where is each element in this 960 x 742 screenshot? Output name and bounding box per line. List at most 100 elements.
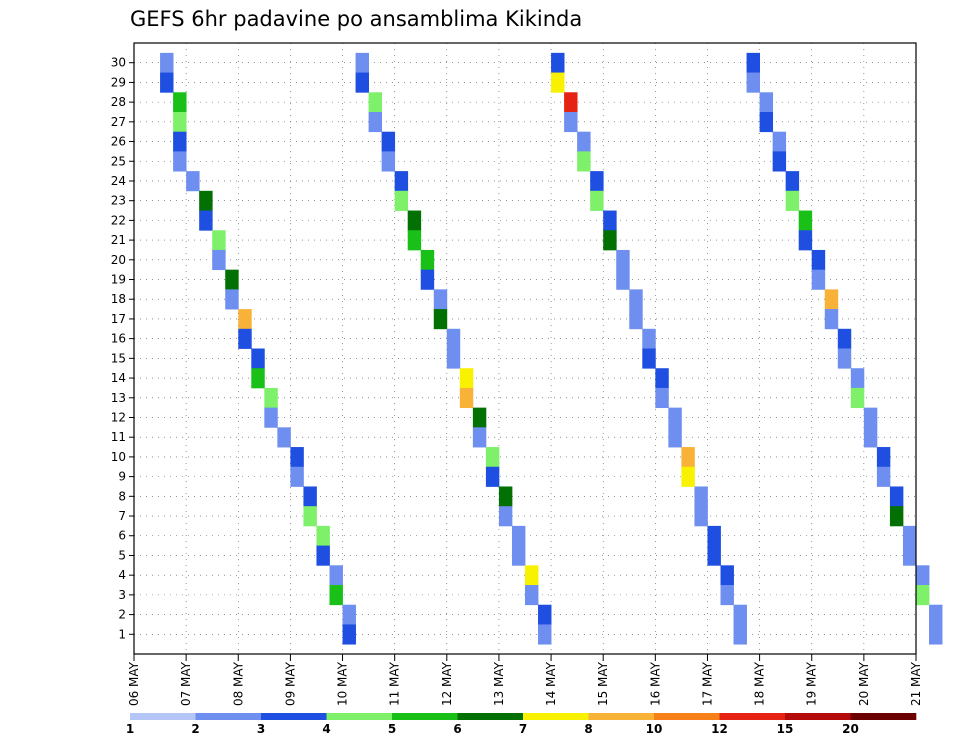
legend-swatch <box>130 713 196 720</box>
y-tick-label: 9 <box>118 470 126 484</box>
heatmap-cell <box>811 249 826 271</box>
legend-label: 2 <box>191 722 199 736</box>
heatmap-cell <box>212 249 226 271</box>
legend-swatch <box>326 713 393 720</box>
heatmap-cell <box>303 506 317 527</box>
heatmap-cell <box>785 171 800 192</box>
heatmap-cell <box>824 289 839 310</box>
y-tick-label: 30 <box>111 56 126 70</box>
heatmap-cell <box>694 486 708 507</box>
heatmap-cell <box>381 131 396 152</box>
heatmap-cell <box>902 525 917 546</box>
heatmap-cell <box>551 72 565 93</box>
heatmap-cell <box>160 52 174 73</box>
legend-swatch <box>392 713 458 720</box>
heatmap-cell <box>173 131 187 152</box>
heatmap-cell <box>225 289 239 310</box>
y-tick-label: 2 <box>118 608 126 622</box>
legend-label: 8 <box>584 722 592 736</box>
heatmap-cell <box>212 230 226 251</box>
heatmap-cell <box>433 289 448 310</box>
legend-label: 20 <box>842 722 859 736</box>
heatmap-cell <box>850 368 865 389</box>
y-tick-label: 27 <box>111 115 126 129</box>
heatmap-cell <box>759 111 774 133</box>
heatmap-cell <box>251 368 265 389</box>
heatmap-cell <box>746 72 760 93</box>
x-tick-label: 17 MAY <box>700 661 714 706</box>
heatmap-cell <box>577 151 591 172</box>
heatmap-cell <box>798 210 813 231</box>
x-tick-label: 19 MAY <box>805 661 819 706</box>
heatmap-cell <box>199 190 213 211</box>
heatmap-cell <box>916 585 930 606</box>
legend-swatch <box>195 713 262 720</box>
heatmap-cell <box>329 585 343 606</box>
legend-swatch <box>457 713 524 720</box>
heatmap-cell <box>342 604 356 625</box>
legend-swatch <box>261 713 327 720</box>
x-tick-label: 12 MAY <box>440 661 454 706</box>
heatmap-cell <box>199 210 213 231</box>
heatmap-cell <box>290 447 304 468</box>
heatmap-cells <box>160 52 943 645</box>
heatmap-cell <box>251 348 265 369</box>
y-tick-label: 18 <box>111 292 126 306</box>
heatmap-cell <box>446 328 461 349</box>
legend-swatch <box>850 713 917 720</box>
y-tick-label: 16 <box>111 332 126 346</box>
y-tick-label: 28 <box>111 95 126 109</box>
y-tick-label: 8 <box>118 489 126 503</box>
heatmap-cell <box>746 52 760 73</box>
heatmap-cell <box>316 525 330 546</box>
heatmap-cell <box>485 447 500 468</box>
heatmap-cell <box>368 111 383 133</box>
heatmap-cell <box>824 309 839 330</box>
x-tick-label: 14 MAY <box>544 661 558 706</box>
legend-label: 3 <box>257 722 265 736</box>
legend-label: 1 <box>126 722 134 736</box>
legend-label: 10 <box>646 722 663 736</box>
y-tick-label: 7 <box>118 509 126 523</box>
y-tick-label: 11 <box>111 430 126 444</box>
heatmap-cell <box>173 151 187 172</box>
y-tick-label: 10 <box>111 450 126 464</box>
heatmap-cell <box>225 269 239 290</box>
x-tick-label: 13 MAY <box>492 661 506 706</box>
heatmap-cell <box>407 230 422 251</box>
x-tick-label: 08 MAY <box>231 661 245 706</box>
heatmap-cell <box>277 427 291 448</box>
heatmap-cell <box>472 407 487 428</box>
x-tick-label: 09 MAY <box>283 661 297 706</box>
heatmap-cell <box>355 52 369 73</box>
heatmap-cell <box>668 407 682 428</box>
y-tick-label: 24 <box>111 174 126 188</box>
heatmap-cell <box>407 210 422 231</box>
heatmap-cell <box>681 466 695 487</box>
heatmap-cell <box>863 427 878 448</box>
heatmap-cell <box>238 309 252 330</box>
x-tick-label: 16 MAY <box>648 661 662 706</box>
heatmap-cell <box>876 466 891 487</box>
y-tick-label: 17 <box>111 312 126 326</box>
y-tick-label: 19 <box>111 273 126 287</box>
heatmap-cell <box>472 427 487 448</box>
heatmap-cell <box>772 131 787 152</box>
heatmap-cell <box>538 604 552 625</box>
heatmap-cell <box>616 249 630 271</box>
heatmap-cell <box>837 348 852 369</box>
heatmap-cell <box>616 269 630 290</box>
heatmap-cell <box>186 171 200 192</box>
heatmap-cell <box>590 171 604 192</box>
legend-swatch <box>719 713 786 720</box>
chart-title: GEFS 6hr padavine po ansamblima Kikinda <box>130 7 582 31</box>
legend-label: 6 <box>453 722 461 736</box>
heatmap-cell <box>329 565 343 586</box>
y-tick-label: 29 <box>111 75 126 89</box>
heatmap-cell <box>394 171 409 192</box>
y-tick-label: 23 <box>111 194 126 208</box>
heatmap-cell <box>733 624 747 645</box>
legend-swatch <box>588 713 655 720</box>
heatmap-cell <box>420 269 435 290</box>
